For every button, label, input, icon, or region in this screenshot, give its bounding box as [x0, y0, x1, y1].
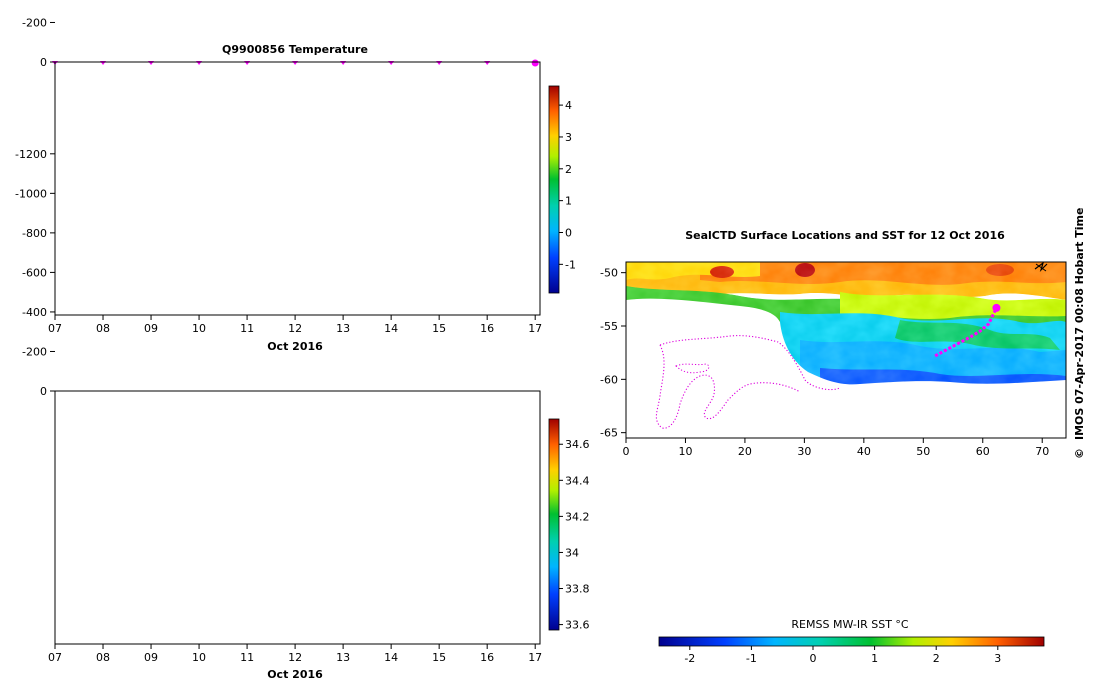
map-y-tick-label: -60	[600, 373, 618, 386]
map-x-tick-label: 20	[738, 445, 752, 458]
seal-track	[934, 303, 1001, 358]
sst-colorbar-tick-label: 2	[933, 652, 940, 665]
colorbar-tick-label: -1	[565, 258, 576, 271]
sst-colorbar-tick-label: -2	[684, 652, 695, 665]
x-tick-label: 13	[336, 322, 350, 335]
y-tick-label: -200	[22, 16, 47, 29]
salinity-colorbar	[548, 418, 560, 631]
map-y-tick-label: -65	[600, 427, 618, 440]
salinity-colorbar-ticks: 33.6 33.8 34 34.2 34.4 34.6	[559, 438, 590, 632]
temperature-panel: Q9900856 Temperature 07 08 09 10 11 12 13 14 15 1…	[22, 16, 576, 353]
map-x-tick-label: 40	[857, 445, 871, 458]
colorbar-tick-label: 34.2	[565, 510, 590, 523]
y-tick-label: -200	[22, 345, 47, 358]
map-x-tick-label: 70	[1035, 445, 1049, 458]
y-tick-label: -600	[22, 266, 47, 279]
x-tick-label: 11	[240, 322, 254, 335]
sst-colorbar-tick-label: 1	[871, 652, 878, 665]
temperature-x-axis: 07 08 09 10 11 12 13 14 15 16 17	[48, 315, 542, 335]
temperature-axes-frame	[54, 61, 541, 316]
colorbar-tick-label: 3	[565, 131, 572, 144]
x-tick-label: 12	[288, 651, 302, 664]
colorbar-tick-label: 34	[565, 546, 579, 559]
temperature-x-label: Oct 2016	[267, 340, 323, 353]
sst-colorbar-tick-label: 3	[994, 652, 1001, 665]
map-x-axis: 0 10 20 30 40 50 60 70	[623, 438, 1049, 458]
temperature-y-axis: 0-200-400-600-800-1000-1200	[22, 16, 55, 69]
x-tick-label: 08	[96, 322, 110, 335]
x-tick-label: 13	[336, 651, 350, 664]
colorbar-tick-label: 4	[565, 99, 572, 112]
x-tick-label: 17	[528, 322, 542, 335]
temperature-colorbar	[548, 85, 560, 294]
x-tick-label: 09	[144, 651, 158, 664]
x-tick-label: 07	[48, 322, 62, 335]
north-arrow-icon	[1034, 261, 1048, 273]
map-x-tick-label: 60	[976, 445, 990, 458]
sst-map-panel: SealCTD Surface Locations and SST for 12…	[600, 229, 1067, 665]
x-tick-label: 08	[96, 651, 110, 664]
x-tick-label: 17	[528, 651, 542, 664]
sst-field	[626, 262, 1066, 438]
y-tick-label: -1000	[15, 187, 47, 200]
salinity-panel: 07 08 09 10 11 12 13 14 15 16 17 0-200-400-600-800…	[15, 148, 589, 681]
x-tick-label: 11	[240, 651, 254, 664]
map-title: SealCTD Surface Locations and SST for 12…	[685, 229, 1005, 242]
colorbar-tick-label: 2	[565, 163, 572, 176]
x-tick-label: 12	[288, 322, 302, 335]
x-tick-label: 10	[192, 322, 206, 335]
y-tick-label: 0	[40, 56, 47, 69]
x-tick-label: 07	[48, 651, 62, 664]
x-tick-label: 09	[144, 322, 158, 335]
x-tick-label: 15	[432, 651, 446, 664]
x-tick-label: 15	[432, 322, 446, 335]
sst-colorbar-tick-label: 0	[810, 652, 817, 665]
latest-surfacing-marker	[531, 59, 539, 67]
x-tick-label: 16	[480, 651, 494, 664]
x-tick-label: 14	[384, 651, 398, 664]
map-y-axis: -50 -55 -60 -65	[600, 267, 626, 440]
sst-colorbar-ticks: -2 -1 0 1 2 3	[684, 646, 1001, 665]
timestamp-caption: IMOS 07-Apr-2017 00:08 Hobart Time	[1073, 208, 1086, 440]
map-y-tick-label: -50	[600, 267, 618, 280]
colorbar-tick-label: 33.6	[565, 619, 590, 632]
map-x-tick-label: 10	[678, 445, 692, 458]
colorbar-tick-label: 33.8	[565, 583, 590, 596]
colorbar-tick-label: 1	[565, 195, 572, 208]
salinity-y-axis: 0 -200 -400 -600 -800 -1000 -1200	[15, 148, 55, 398]
antarctic-coastline	[655, 335, 841, 429]
sst-colorbar-label: REMSS MW-IR SST °C	[791, 618, 909, 631]
sst-colorbar	[658, 636, 1045, 647]
x-tick-label: 16	[480, 322, 494, 335]
colorbar-tick-label: 34.4	[565, 474, 590, 487]
temperature-title: Q9900856 Temperature	[222, 43, 368, 56]
colorbar-tick-label: 34.6	[565, 438, 590, 451]
salinity-x-label: Oct 2016	[267, 668, 323, 681]
salinity-axes-frame	[54, 390, 541, 645]
y-tick-label: -800	[22, 227, 47, 240]
colorbar-tick-label: 0	[565, 226, 572, 239]
salinity-x-axis: 07 08 09 10 11 12 13 14 15 16 17	[48, 644, 542, 664]
map-axes-frame	[625, 261, 1067, 439]
map-x-tick-label: 0	[623, 445, 630, 458]
y-tick-label: 0	[40, 385, 47, 398]
temperature-plot-area	[52, 59, 539, 67]
seal-track-line	[934, 307, 998, 358]
y-tick-label: -400	[22, 306, 47, 319]
map-x-tick-label: 30	[797, 445, 811, 458]
x-tick-label: 14	[384, 322, 398, 335]
sst-colorbar-tick-label: -1	[746, 652, 757, 665]
y-tick-label: -1200	[15, 148, 47, 161]
copyright-symbol: ©	[1073, 448, 1086, 459]
map-y-tick-label: -55	[600, 320, 618, 333]
seal-current-position	[992, 303, 1001, 312]
map-x-tick-label: 50	[916, 445, 930, 458]
temperature-colorbar-ticks: -1 0 1 2 3 4	[559, 99, 576, 271]
x-tick-label: 10	[192, 651, 206, 664]
